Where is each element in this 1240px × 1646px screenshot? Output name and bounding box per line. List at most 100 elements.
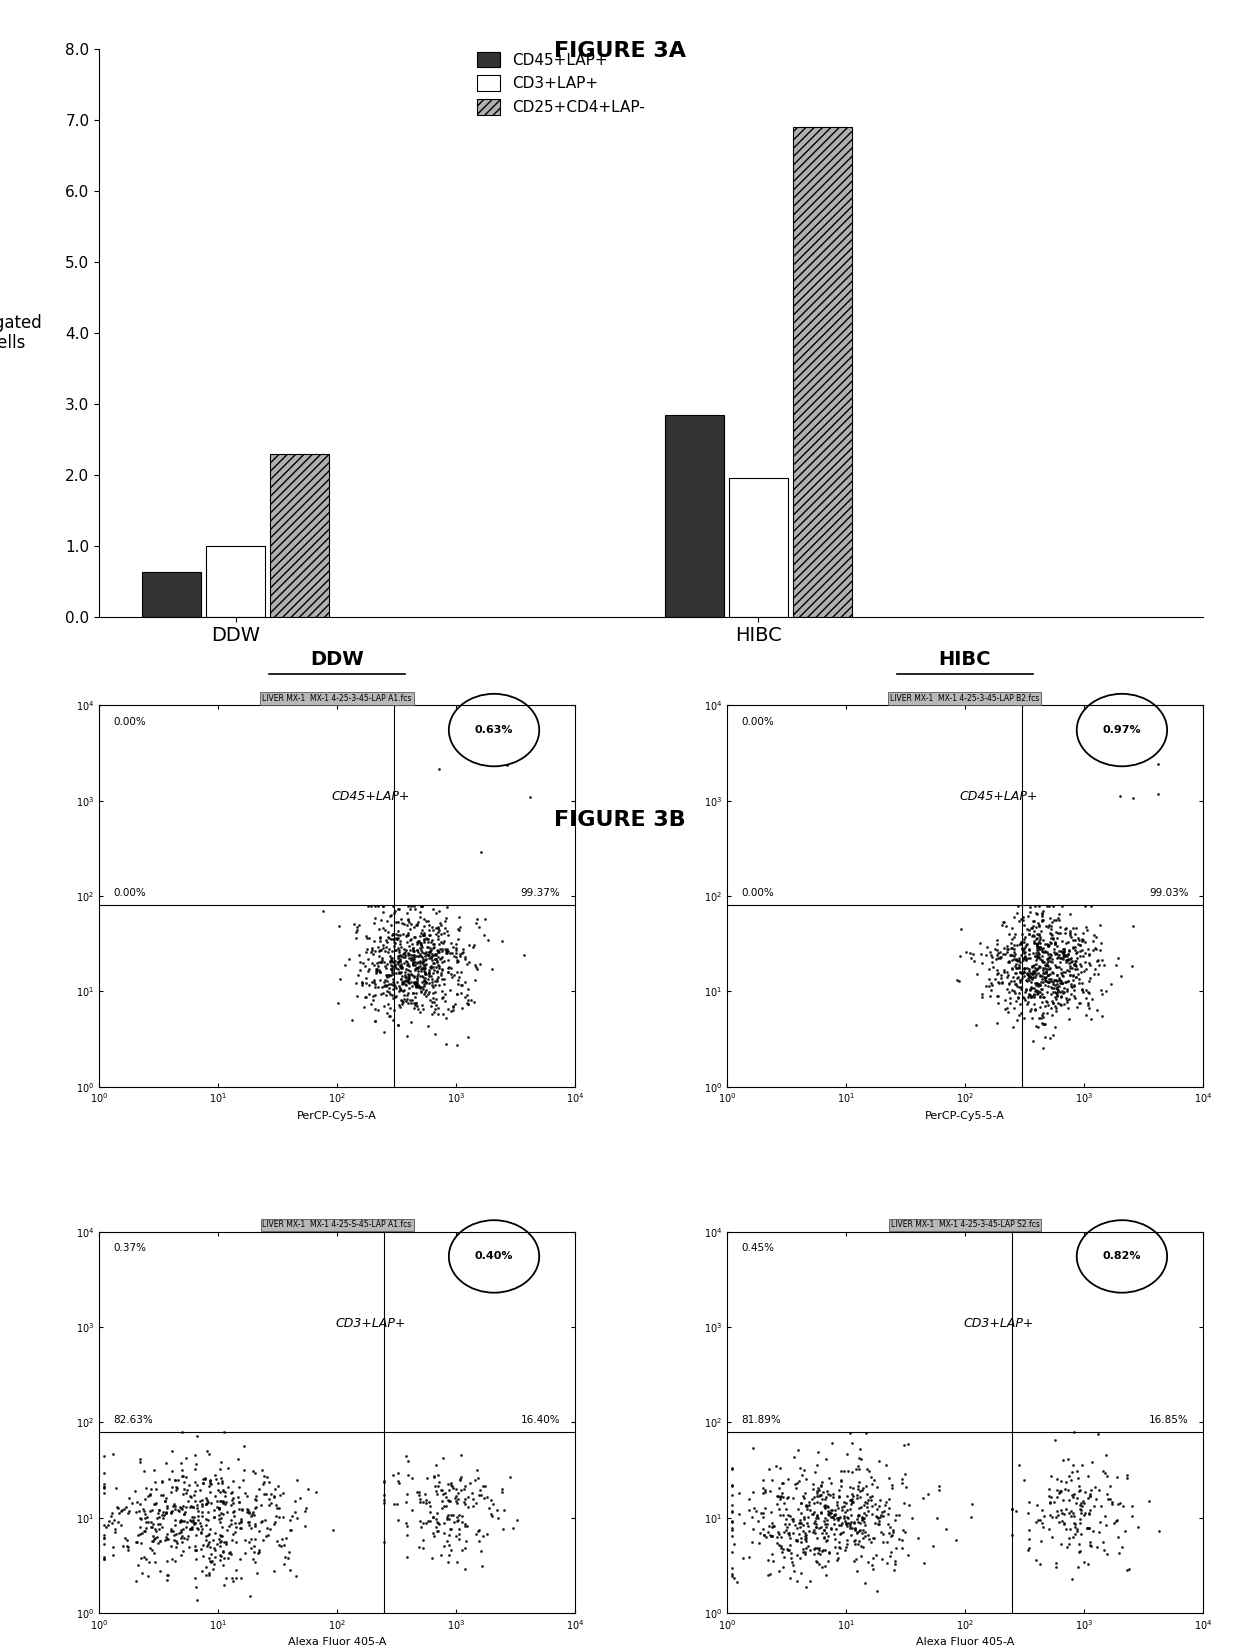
Point	[135, 1514, 155, 1541]
Point	[739, 1486, 759, 1513]
Point	[94, 1475, 114, 1501]
Point	[492, 1480, 512, 1506]
Point	[1069, 925, 1089, 951]
Point	[430, 910, 450, 937]
Point	[776, 1506, 796, 1532]
Point	[398, 966, 418, 993]
Point	[140, 1480, 160, 1506]
Point	[213, 1490, 233, 1516]
Point	[427, 900, 446, 927]
Point	[407, 932, 427, 958]
Point	[753, 1467, 773, 1493]
Point	[1061, 923, 1081, 950]
Point	[842, 1516, 862, 1542]
Point	[450, 943, 470, 969]
Point	[1050, 938, 1070, 965]
Point	[1023, 907, 1043, 933]
Point	[1050, 956, 1070, 983]
Point	[451, 971, 471, 997]
Text: 0.37%: 0.37%	[114, 1243, 146, 1253]
Point	[1001, 942, 1021, 968]
Point	[1024, 981, 1044, 1007]
Point	[231, 1546, 250, 1572]
Point	[1112, 1534, 1132, 1560]
Point	[216, 1483, 236, 1509]
Point	[994, 960, 1014, 986]
Point	[379, 971, 399, 997]
Point	[414, 920, 434, 946]
Point	[810, 1537, 830, 1564]
Point	[804, 1485, 823, 1511]
Point	[1027, 956, 1047, 983]
Point	[998, 948, 1018, 974]
Point	[200, 1559, 219, 1585]
Point	[374, 969, 394, 996]
Point	[458, 983, 477, 1009]
Point	[1023, 1027, 1043, 1053]
Point	[438, 946, 458, 973]
Point	[273, 1480, 293, 1506]
Point	[403, 948, 423, 974]
Point	[1014, 930, 1034, 956]
Point	[1071, 937, 1091, 963]
Point	[255, 1523, 275, 1549]
Point	[1030, 923, 1050, 950]
Point	[423, 895, 443, 922]
Point	[295, 1513, 315, 1539]
Point	[459, 991, 479, 1017]
Point	[415, 979, 435, 1006]
Point	[1066, 1485, 1086, 1511]
Point	[197, 1437, 217, 1463]
Point	[1106, 951, 1126, 978]
Point	[383, 892, 403, 918]
Point	[172, 1457, 192, 1483]
Point	[1027, 920, 1047, 946]
Point	[401, 961, 420, 988]
Point	[1052, 928, 1071, 955]
Point	[398, 969, 418, 996]
Point	[420, 943, 440, 969]
Point	[1027, 933, 1047, 960]
Point	[419, 940, 439, 966]
Point	[443, 1475, 463, 1501]
Point	[895, 1473, 915, 1500]
Point	[231, 1506, 250, 1532]
Point	[119, 1498, 139, 1524]
Point	[1049, 938, 1069, 965]
Point	[870, 1501, 890, 1527]
Point	[213, 1501, 233, 1527]
Point	[1034, 950, 1054, 976]
Point	[1068, 960, 1087, 986]
Point	[1007, 946, 1027, 973]
Point	[200, 1478, 219, 1504]
Point	[1071, 976, 1091, 1002]
Point	[159, 1526, 179, 1552]
Point	[1061, 1467, 1081, 1493]
Point	[869, 1493, 889, 1519]
Point	[790, 1509, 810, 1536]
Point	[1033, 984, 1053, 1011]
Point	[412, 917, 432, 943]
Point	[407, 968, 427, 994]
Point	[825, 1501, 844, 1527]
Point	[1024, 923, 1044, 950]
Point	[365, 969, 384, 996]
Point	[1032, 948, 1052, 974]
Point	[1052, 1531, 1071, 1557]
Point	[423, 969, 443, 996]
Point	[1039, 1516, 1059, 1542]
Point	[165, 1467, 185, 1493]
Point	[238, 1483, 258, 1509]
Point	[972, 950, 992, 976]
Point	[1006, 971, 1025, 997]
Point	[769, 1557, 789, 1583]
Point	[387, 925, 407, 951]
Point	[929, 1476, 949, 1503]
Point	[119, 1485, 139, 1511]
Point	[792, 1462, 812, 1488]
Point	[155, 1527, 175, 1554]
Point	[874, 1498, 894, 1524]
Point	[368, 933, 388, 960]
Point	[415, 1481, 435, 1508]
Point	[818, 1498, 838, 1524]
